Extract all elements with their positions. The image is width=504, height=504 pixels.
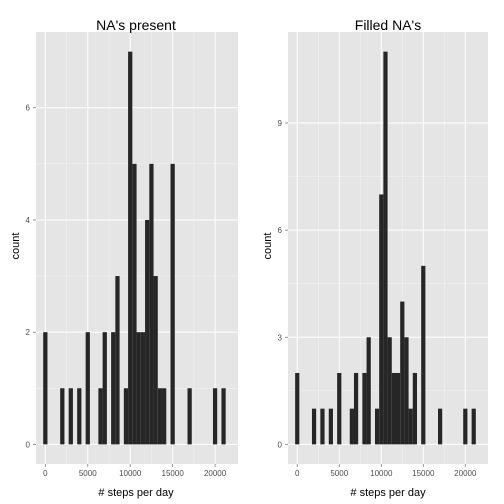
x-tick-label: 20000 <box>204 469 227 478</box>
histogram-bar <box>366 337 371 445</box>
y-tick-label: 6 <box>278 226 283 235</box>
histogram-bar <box>320 408 325 445</box>
y-tick-label: 2 <box>26 328 31 337</box>
histogram-bar <box>387 337 392 445</box>
histogram-bar <box>68 388 73 445</box>
plot-area: 0 5000 10000 15000 20000 0 2 4 6 <box>26 32 238 478</box>
y-tick-label: 0 <box>278 440 283 449</box>
histogram-bar <box>77 388 82 445</box>
histogram-bar <box>212 388 218 445</box>
histogram-bar <box>463 408 468 445</box>
histogram-bar <box>170 163 175 445</box>
x-tick-label: 0 <box>43 469 48 478</box>
histogram-bar <box>98 388 103 445</box>
histogram-bar <box>162 388 167 445</box>
histogram-bar <box>379 194 384 445</box>
x-axis-title: # steps per day <box>98 487 174 499</box>
histogram-bar <box>337 372 342 445</box>
x-tick-label: 15000 <box>162 469 185 478</box>
histogram-bar <box>115 276 120 445</box>
histogram-bar <box>149 163 154 445</box>
histogram-bar <box>362 372 367 445</box>
histogram-bar <box>349 408 354 445</box>
histogram-bar <box>391 372 396 445</box>
histogram-bar <box>408 408 413 445</box>
histogram-bar <box>153 276 158 445</box>
histogram-bar <box>383 51 388 445</box>
histogram-bar <box>123 388 129 445</box>
histogram-bar <box>145 219 150 445</box>
histogram-bar <box>43 332 48 445</box>
y-tick-label: 6 <box>26 104 31 113</box>
histogram-bar <box>328 408 333 445</box>
histogram-bar <box>60 388 65 445</box>
histogram-bar <box>136 332 141 445</box>
histogram-bar <box>295 372 300 445</box>
x-tick-label: 10000 <box>370 469 393 478</box>
y-axis-title: count <box>262 233 274 260</box>
y-tick-label: 0 <box>26 440 31 449</box>
histogram-bar <box>438 408 443 445</box>
histogram-bar <box>111 332 116 445</box>
y-tick-label: 9 <box>278 119 283 128</box>
histogram-bar <box>311 408 317 445</box>
histogram-bar <box>157 388 163 445</box>
histogram-bar <box>404 337 409 445</box>
x-tick-label: 5000 <box>79 469 97 478</box>
y-tick-label: 4 <box>26 216 31 225</box>
chart-title: NA's present <box>96 17 176 33</box>
plot-area: 0 5000 10000 15000 20000 0 3 6 9 <box>278 32 488 478</box>
histogram-bar <box>395 372 401 445</box>
histogram-bar <box>221 388 226 445</box>
x-tick-label: 20000 <box>454 469 477 478</box>
histogram-bar <box>374 408 380 445</box>
histogram-bar <box>412 372 417 445</box>
histogram-bar <box>102 332 107 445</box>
x-tick-label: 5000 <box>330 469 348 478</box>
histogram-bar <box>140 332 146 445</box>
histogram-bar <box>128 51 133 445</box>
histogram-bar <box>400 301 405 445</box>
chart-title: Filled NA's <box>355 17 421 33</box>
right-chart-panel: 0 5000 10000 15000 20000 0 3 6 9 Filled NA's # s… <box>262 17 488 499</box>
y-axis-title: count <box>10 233 22 260</box>
histogram-bar <box>421 265 426 445</box>
histogram-bar <box>471 408 476 445</box>
histogram-bar <box>353 372 359 445</box>
x-axis-title: # steps per day <box>350 487 426 499</box>
left-chart-panel: 0 5000 10000 15000 20000 0 2 4 6 NA's present # … <box>10 17 238 499</box>
x-tick-label: 10000 <box>119 469 142 478</box>
histogram-bar <box>187 388 192 445</box>
x-tick-label: 15000 <box>412 469 435 478</box>
histogram-bar <box>85 332 90 445</box>
y-tick-label: 3 <box>278 333 283 342</box>
x-tick-label: 0 <box>295 469 300 478</box>
histogram-bar <box>132 163 137 445</box>
